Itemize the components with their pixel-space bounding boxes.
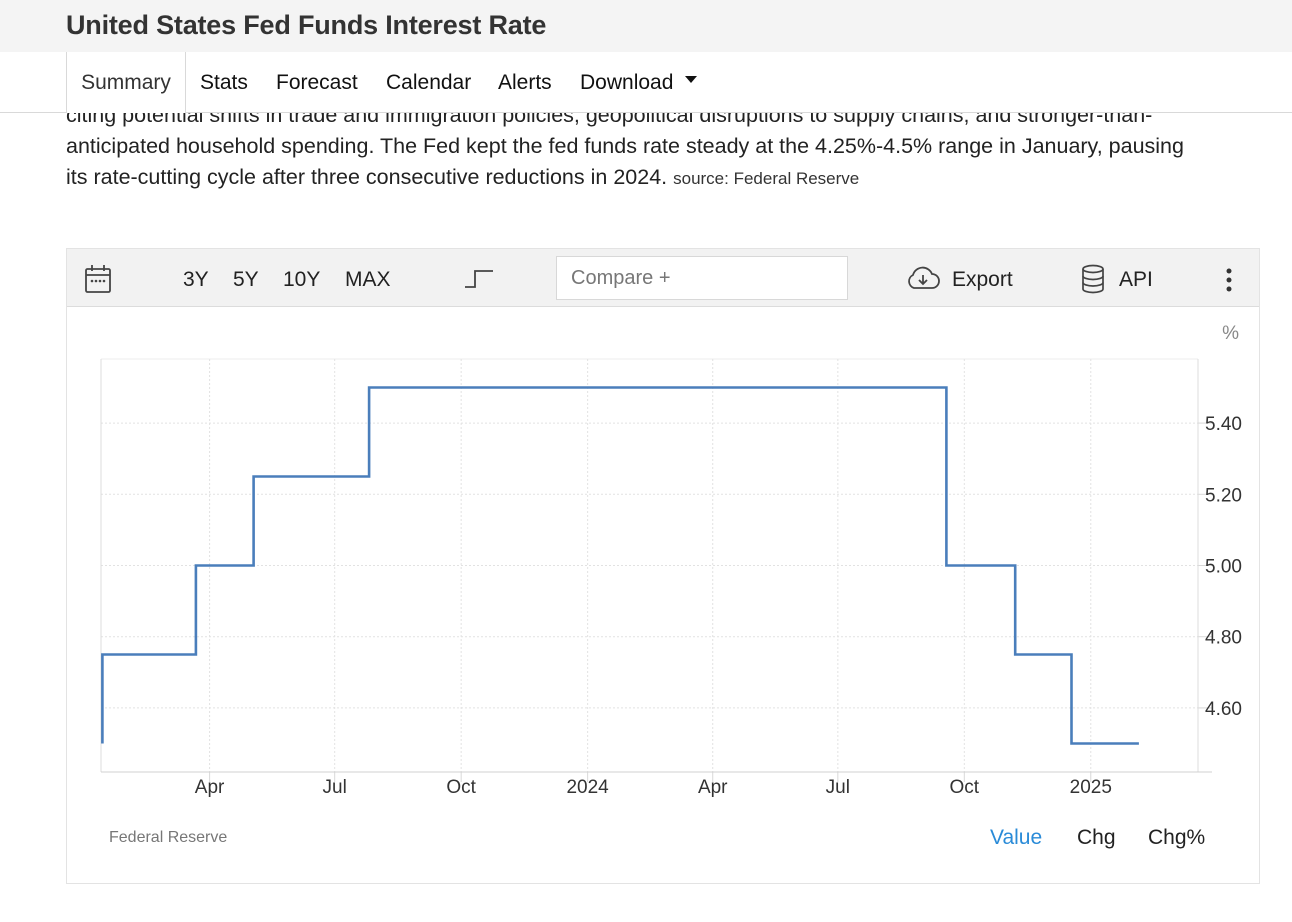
range-5y-button[interactable]: 5Y (233, 268, 259, 291)
description-line-3: its rate-cutting cycle after three conse… (66, 162, 1260, 194)
title-bar: United States Fed Funds Interest Rate (0, 0, 1292, 53)
api-button[interactable]: API (1119, 268, 1153, 291)
x-tick-label: Apr (195, 777, 225, 798)
y-tick-label: 4.60 (1205, 699, 1242, 720)
range-3y-button[interactable]: 3Y (183, 268, 209, 291)
chart-toolbar: 3Y 5Y 10Y MAX Export API (67, 249, 1259, 307)
tab-alerts[interactable]: Alerts (498, 71, 552, 94)
tab-stats[interactable]: Stats (200, 71, 248, 94)
calendar-icon[interactable] (85, 264, 111, 299)
chart-container: 3Y 5Y 10Y MAX Export API (66, 248, 1260, 884)
y-tick-label: 5.20 (1205, 485, 1242, 506)
compare-input[interactable] (556, 256, 848, 300)
x-tick-label: Jul (826, 777, 850, 798)
page-title: United States Fed Funds Interest Rate (66, 10, 547, 40)
tab-download-label: Download (580, 71, 674, 94)
mode-chg-pct-button[interactable]: Chg% (1148, 826, 1206, 849)
mode-value-button[interactable]: Value (990, 826, 1043, 849)
x-tick-label: 2024 (566, 777, 609, 798)
y-unit-label: % (1222, 323, 1239, 344)
export-button[interactable]: Export (952, 268, 1013, 291)
tab-download[interactable]: Download (580, 52, 698, 112)
x-tick-label: Oct (446, 777, 476, 798)
x-tick-label: Apr (698, 777, 728, 798)
description-source: source: Federal Reserve (673, 169, 860, 188)
x-tick-label: Jul (323, 777, 347, 798)
description-line-2: anticipated household spending. The Fed … (66, 134, 1184, 158)
x-tick-label: 2025 (1070, 777, 1112, 798)
tab-calendar[interactable]: Calendar (386, 71, 472, 94)
y-tick-label: 5.40 (1205, 414, 1242, 435)
y-tick-label: 5.00 (1205, 557, 1242, 578)
series-line (101, 386, 1139, 745)
range-max-button[interactable]: MAX (345, 268, 391, 291)
step-chart-icon[interactable] (463, 267, 495, 294)
tab-bar: Summary Stats Forecast Calendar Alerts D… (0, 52, 1292, 113)
description-line-3-text: its rate-cutting cycle after three conse… (66, 165, 668, 189)
range-10y-button[interactable]: 10Y (283, 268, 321, 291)
caret-down-icon (685, 75, 698, 83)
x-tick-label: Oct (950, 777, 980, 798)
chart-source: Federal Reserve (109, 829, 228, 846)
cloud-download-icon[interactable] (905, 266, 941, 297)
more-vertical-icon[interactable] (1225, 268, 1233, 297)
mode-chg-button[interactable]: Chg (1077, 826, 1116, 849)
database-icon[interactable] (1081, 264, 1105, 299)
tab-forecast[interactable]: Forecast (276, 71, 358, 94)
y-tick-label: 4.80 (1205, 628, 1242, 649)
tab-summary[interactable]: Summary (66, 52, 186, 113)
